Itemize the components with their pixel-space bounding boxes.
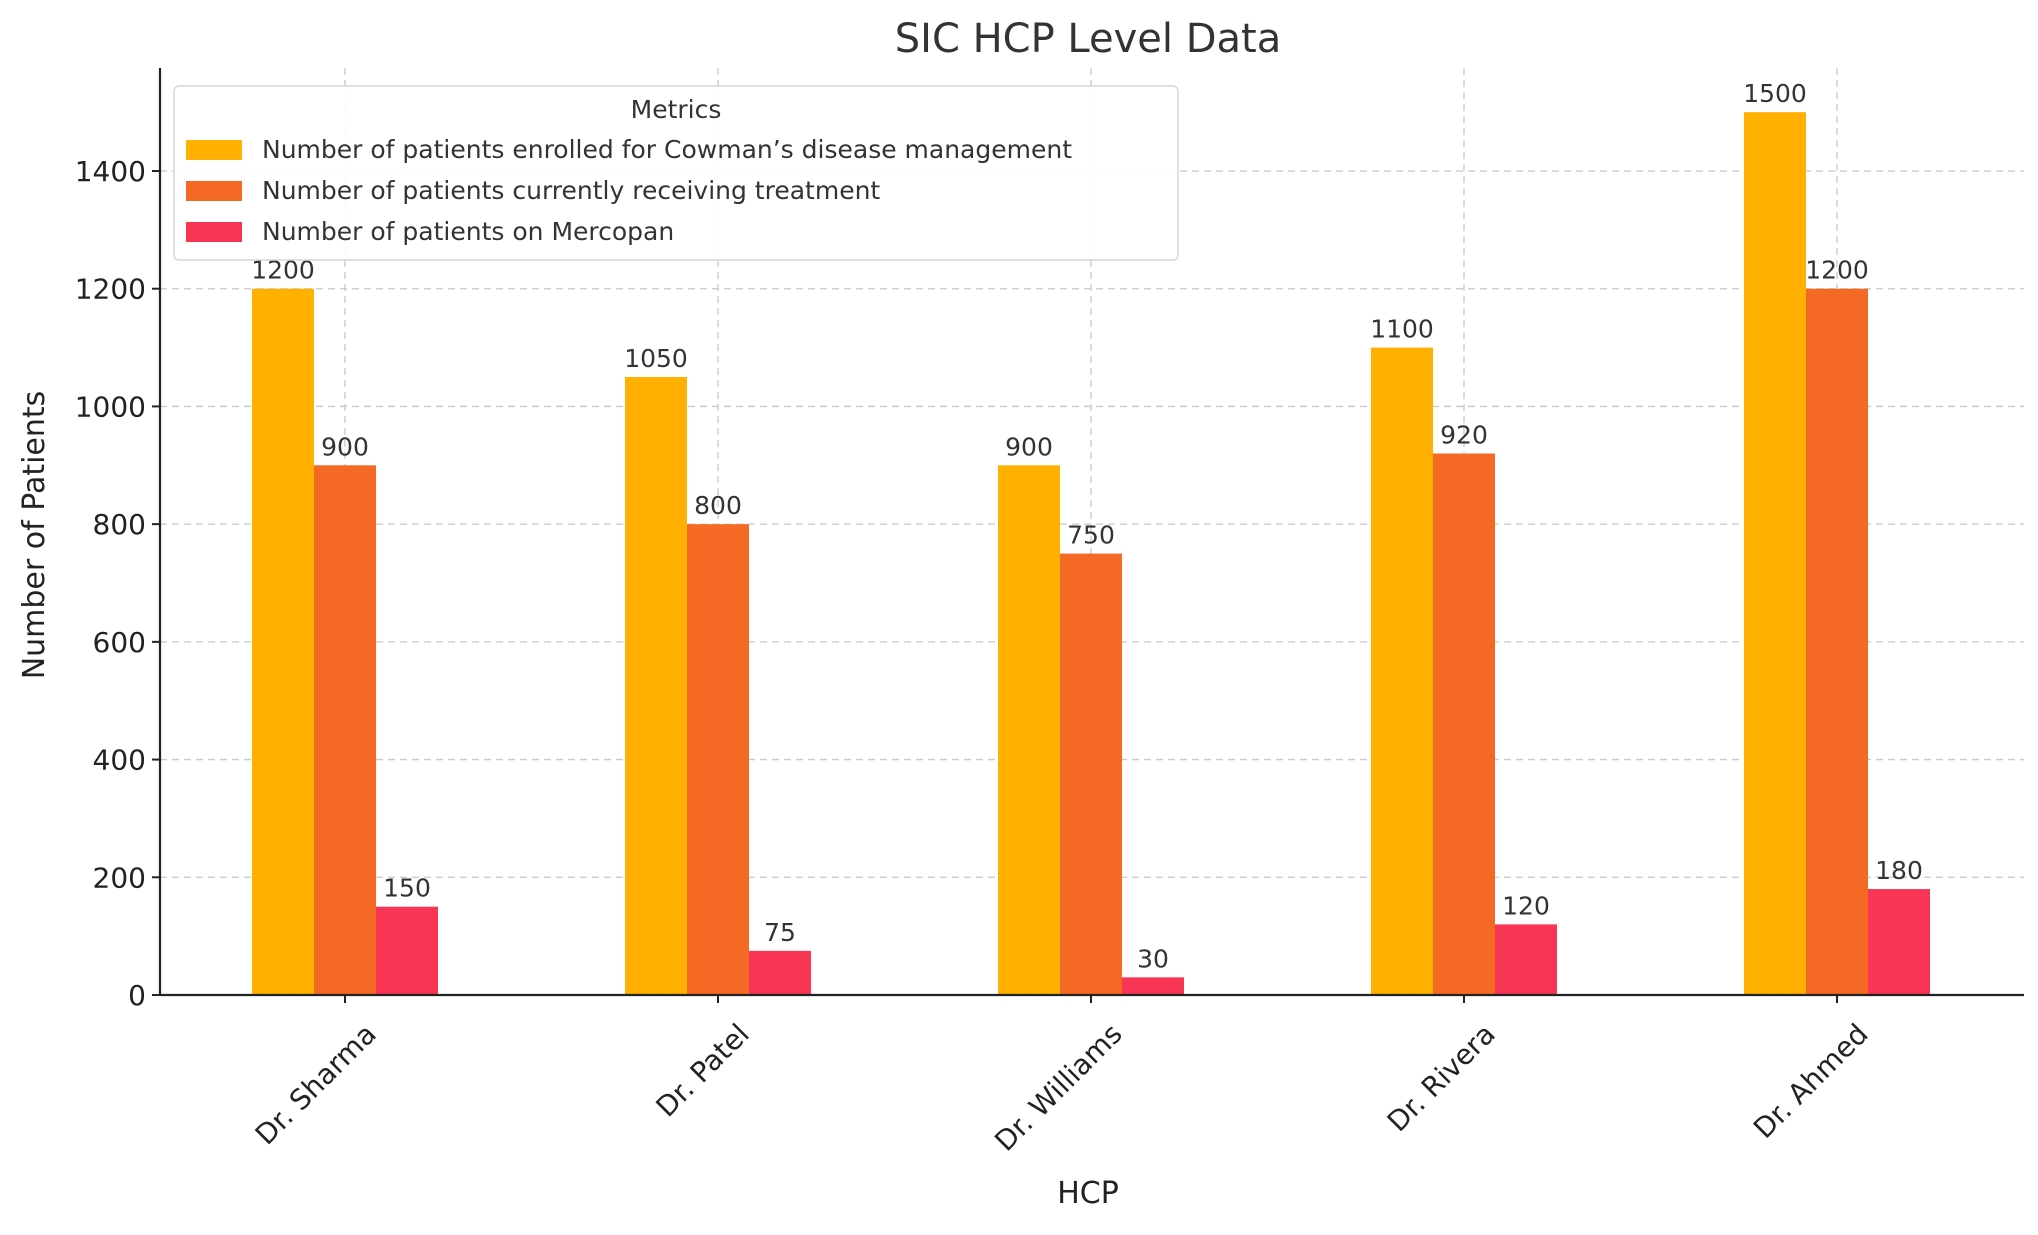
data-label: 800 (694, 491, 742, 520)
legend-entry: Number of patients on Mercopan (262, 217, 674, 246)
bar (1433, 453, 1495, 995)
y-tick-label: 600 (93, 626, 146, 659)
legend-box (173, 85, 1179, 261)
legend-entry: Number of patients enrolled for Cowman’s… (262, 135, 1072, 164)
x-tick-label: Dr. Patel (650, 1017, 756, 1123)
bar (376, 906, 438, 995)
data-label: 750 (1067, 521, 1115, 550)
x-axis-label: HCP (1057, 1176, 1119, 1211)
bar (998, 465, 1060, 995)
data-label: 180 (1875, 856, 1923, 885)
data-label: 1050 (624, 344, 688, 373)
bar (625, 377, 687, 995)
y-tick-label: 1400 (75, 155, 146, 188)
chart-title: SIC HCP Level Data (895, 16, 1281, 62)
x-tick-label: Dr. Rivera (1381, 1017, 1502, 1138)
bar (1495, 924, 1557, 995)
x-tick-label: Dr. Sharma (249, 1017, 383, 1151)
bar (1868, 889, 1930, 995)
legend-swatch (186, 181, 242, 201)
x-tick-label: Dr. Williams (988, 1017, 1128, 1157)
data-label: 900 (321, 432, 369, 461)
legend-swatch (186, 140, 242, 160)
data-label: 900 (1005, 432, 1053, 461)
data-label: 75 (764, 918, 796, 947)
y-axis-label: Number of Patients (17, 391, 52, 680)
data-label: 1100 (1370, 315, 1434, 344)
bar (314, 465, 376, 995)
y-tick-label: 800 (93, 508, 146, 541)
y-tick-label: 200 (93, 861, 146, 894)
data-label: 920 (1440, 421, 1488, 450)
bar (1806, 288, 1868, 995)
bar (1060, 553, 1122, 995)
bar (1371, 347, 1433, 996)
data-label: 30 (1137, 944, 1169, 973)
y-tick-label: 400 (93, 744, 146, 777)
data-label: 1500 (1743, 79, 1807, 108)
legend-entry: Number of patients currently receiving t… (262, 176, 880, 205)
data-label: 150 (383, 874, 431, 903)
bar (687, 524, 749, 995)
legend-swatch (186, 222, 242, 242)
data-label: 1200 (1805, 256, 1869, 285)
bar (252, 288, 314, 995)
data-label: 120 (1502, 891, 1550, 920)
bar (749, 950, 811, 995)
y-tick-label: 0 (128, 979, 146, 1012)
legend-title: Metrics (631, 95, 722, 124)
bar (1122, 977, 1184, 995)
data-labels-layer: 1200105090011001500900800750920120015075… (251, 79, 1923, 973)
bar (1744, 112, 1806, 995)
bars-layer (252, 112, 1930, 996)
x-tick-label: Dr. Ahmed (1747, 1017, 1875, 1145)
y-tick-label: 1200 (75, 273, 146, 306)
legend: Metrics Number of patients enrolled for C… (173, 85, 1179, 261)
y-tick-label: 1000 (75, 390, 146, 423)
